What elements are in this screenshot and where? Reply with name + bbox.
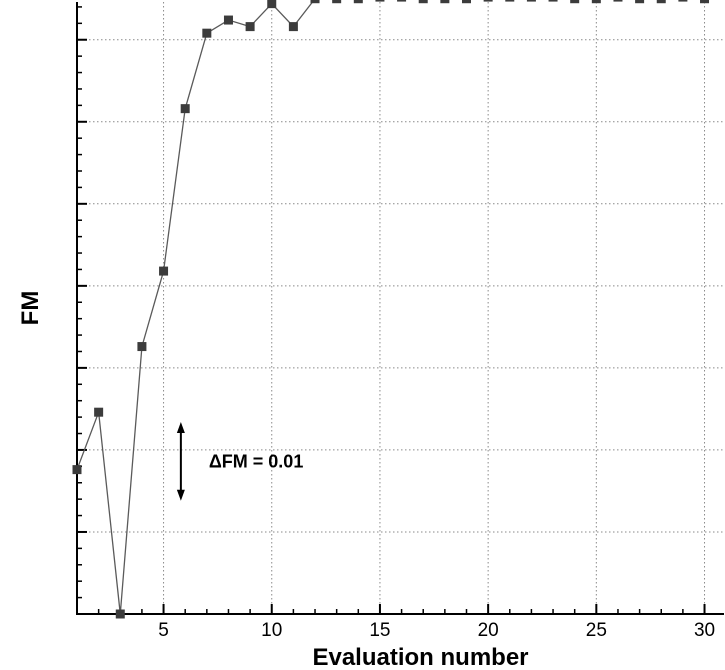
x-tick-label: 25	[586, 620, 607, 641]
x-tick-label: 15	[369, 620, 390, 641]
data-point-marker	[115, 609, 125, 619]
series-line	[76, 0, 315, 615]
data-point-marker	[635, 0, 645, 4]
x-tick-label: 20	[478, 620, 499, 641]
data-point-marker	[656, 0, 666, 4]
axis-ticks	[76, 6, 706, 615]
x-tick-label: 5	[158, 620, 169, 641]
delta-annotation-label: ΔFM = 0.01	[209, 451, 303, 471]
data-point-marker	[332, 0, 342, 4]
x-tick-labels: 5 10 15 20 25 30	[158, 620, 715, 641]
data-point-marker	[180, 104, 190, 114]
data-point-marker	[72, 465, 82, 475]
data-point-marker	[375, 0, 385, 2]
data-point-marker	[223, 15, 233, 25]
data-point-marker	[159, 266, 169, 276]
data-point-marker	[202, 28, 212, 38]
data-point-marker	[570, 0, 580, 4]
data-point-marker	[700, 0, 710, 4]
data-point-marker	[245, 22, 255, 32]
grid-lines	[77, 2, 724, 614]
x-tick-label: 10	[261, 620, 282, 641]
data-point-marker	[678, 0, 688, 2]
data-point-marker	[526, 0, 536, 2]
data-point-marker	[310, 0, 320, 4]
data-point-marker	[288, 22, 298, 32]
data-point-marker	[548, 0, 558, 2]
data-point-marker	[591, 0, 601, 4]
data-point-marker	[505, 0, 515, 2]
data-point-marker	[418, 0, 428, 4]
series	[72, 0, 710, 619]
series-markers	[72, 0, 710, 619]
data-point-marker	[483, 0, 493, 2]
data-point-marker	[440, 0, 450, 4]
data-point-marker	[613, 0, 623, 2]
x-axis-title: Evaluation number	[312, 644, 528, 670]
data-point-marker	[353, 0, 363, 4]
delta-arrow-head-bottom	[176, 489, 185, 501]
data-point-marker	[137, 342, 147, 352]
delta-arrow-head-top	[176, 422, 185, 434]
x-tick-label: 30	[694, 620, 715, 641]
y-axis-title: FM	[17, 291, 44, 326]
data-point-marker	[267, 0, 277, 9]
data-point-marker	[397, 0, 407, 2]
data-point-marker	[94, 407, 104, 417]
axes	[76, 2, 724, 615]
data-point-marker	[461, 0, 471, 4]
delta-annotation: ΔFM = 0.01	[176, 422, 303, 501]
